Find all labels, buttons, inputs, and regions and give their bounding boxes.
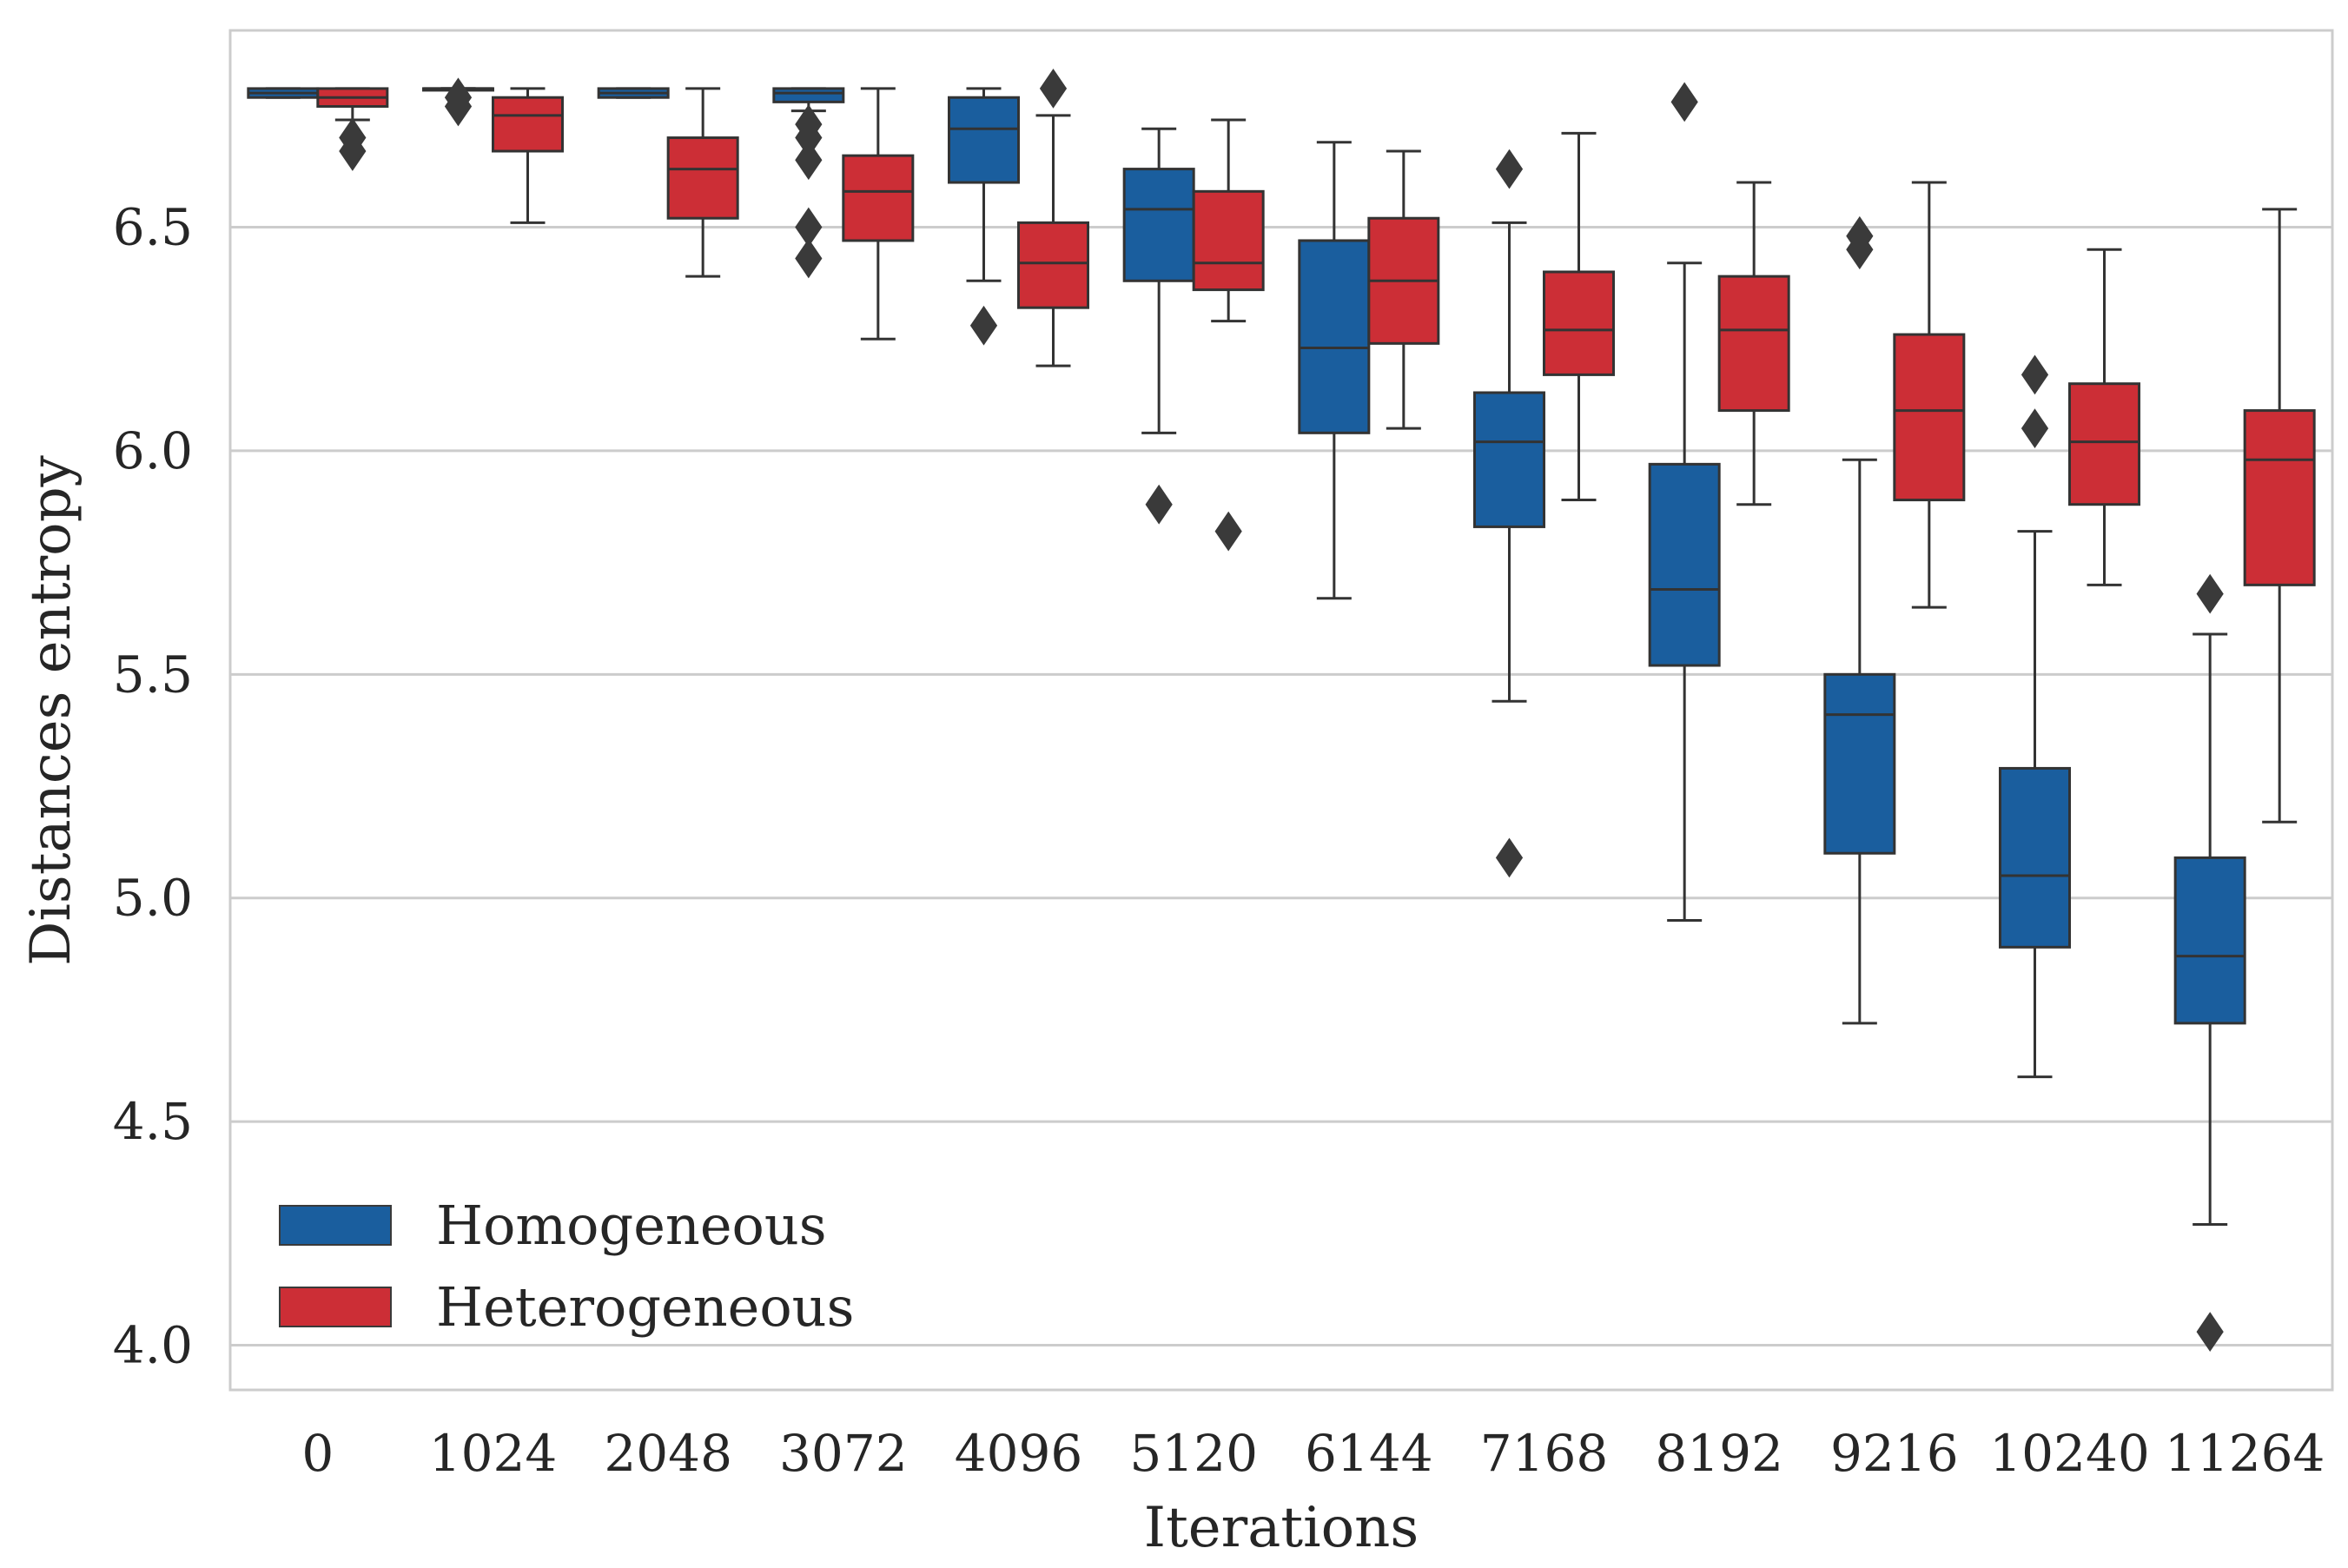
box-body <box>666 136 739 220</box>
box-heterogeneous-3072 <box>842 87 915 341</box>
box-heterogeneous-6144 <box>1367 149 1440 430</box>
box-heterogeneous-10240 <box>2068 248 2140 586</box>
outlier-point <box>1214 511 1242 552</box>
box-body <box>1823 672 1896 855</box>
box-homogeneous-2048 <box>597 87 670 99</box>
box-body <box>1122 168 1195 282</box>
box-homogeneous-10240 <box>1999 354 2071 1079</box>
box-heterogeneous-1024 <box>492 87 564 224</box>
y-axis-label: Distances entropy <box>19 455 83 966</box>
outlier-point <box>444 86 473 127</box>
legend-label-heterogeneous: Heterogeneous <box>436 1275 854 1339</box>
outlier-point <box>1145 484 1173 525</box>
y-tick-label: 5.5 <box>113 645 193 704</box>
box-homogeneous-4096 <box>948 87 1020 346</box>
x-tick-label: 9216 <box>1830 1424 1959 1483</box>
outlier-point <box>1495 837 1524 878</box>
x-tick-label: 4096 <box>955 1424 1083 1483</box>
outlier-point <box>795 238 823 279</box>
box-homogeneous-1024 <box>422 77 494 127</box>
box-homogeneous-11264 <box>2173 573 2246 1352</box>
outlier-point <box>969 305 998 346</box>
outlier-point <box>795 140 823 181</box>
x-tick-label: 8192 <box>1655 1424 1783 1483</box>
box-heterogeneous-7168 <box>1543 131 1615 502</box>
x-axis-label: Iterations <box>1144 1496 1419 1560</box>
box-body <box>1192 189 1265 292</box>
box-body <box>1543 270 1615 376</box>
box-body <box>1999 766 2071 949</box>
y-tick-label: 5.0 <box>113 869 193 928</box>
box-homogeneous-6144 <box>1298 141 1371 600</box>
box-heterogeneous-2048 <box>666 87 739 278</box>
box-body <box>1017 221 1089 309</box>
box-body <box>842 154 915 242</box>
y-tick-label: 6.0 <box>113 421 193 480</box>
x-tick-label: 1024 <box>429 1424 558 1483</box>
outlier-point <box>1846 229 1874 270</box>
box-body <box>2243 409 2316 586</box>
box-body <box>1298 239 1371 434</box>
x-tick-label: 10240 <box>1989 1424 2150 1483</box>
box-body <box>1473 391 1545 528</box>
y-axis-ticks: 4.0 4.5 5.0 5.5 6.0 6.5 <box>113 198 193 1375</box>
x-tick-label: 11264 <box>2165 1424 2325 1483</box>
box-body <box>1893 333 1966 502</box>
legend-label-homogeneous: Homogeneous <box>436 1194 827 1257</box>
plot-area-frame <box>228 29 2334 1392</box>
x-tick-label: 6144 <box>1305 1424 1433 1483</box>
box-heterogeneous-0 <box>316 87 389 171</box>
outlier-point <box>339 131 367 171</box>
outlier-point <box>2196 1312 2224 1352</box>
box-homogeneous-0 <box>247 87 320 99</box>
box-body <box>948 96 1020 184</box>
x-tick-label: 3072 <box>779 1424 908 1483</box>
box-heterogeneous-5120 <box>1192 118 1265 552</box>
x-tick-label: 0 <box>301 1424 334 1483</box>
box-heterogeneous-11264 <box>2243 208 2316 824</box>
y-tick-label: 4.0 <box>113 1316 193 1375</box>
outlier-point <box>2021 408 2049 449</box>
box-heterogeneous-8192 <box>1717 181 1790 506</box>
box-body <box>2173 856 2246 1025</box>
box-heterogeneous-9216 <box>1893 181 1966 609</box>
legend: Homogeneous Heterogeneous <box>279 1194 854 1339</box>
legend-swatch-heterogeneous <box>279 1287 392 1327</box>
x-axis-ticks: 0 1024 2048 3072 4096 5120 6144 7168 8192 9216 102… <box>301 1424 2325 1483</box>
box-body <box>1648 462 1721 667</box>
x-tick-label: 5120 <box>1129 1424 1258 1483</box>
y-tick-label: 4.5 <box>113 1092 193 1151</box>
x-tick-label: 7168 <box>1480 1424 1609 1483</box>
outlier-point <box>1039 69 1068 109</box>
outlier-point <box>2021 354 2049 395</box>
legend-swatch-homogeneous <box>279 1205 392 1246</box>
box-homogeneous-5120 <box>1122 127 1195 525</box>
box-body <box>492 96 564 153</box>
box-body <box>1717 275 1790 413</box>
outlier-point <box>1670 82 1698 122</box>
box-homogeneous-8192 <box>1648 82 1721 922</box>
box-homogeneous-9216 <box>1823 215 1896 1025</box>
box-homogeneous-3072 <box>772 87 845 279</box>
x-tick-label: 2048 <box>604 1424 732 1483</box>
box-heterogeneous-4096 <box>1017 69 1089 367</box>
outlier-point <box>2196 573 2224 614</box>
box-body <box>2068 382 2140 506</box>
box-body <box>772 87 845 103</box>
y-tick-label: 6.5 <box>113 198 193 257</box>
box-series <box>247 69 2316 1352</box>
box-homogeneous-7168 <box>1473 149 1545 878</box>
outlier-point <box>1495 149 1524 189</box>
grid-lines <box>230 226 2332 1347</box>
